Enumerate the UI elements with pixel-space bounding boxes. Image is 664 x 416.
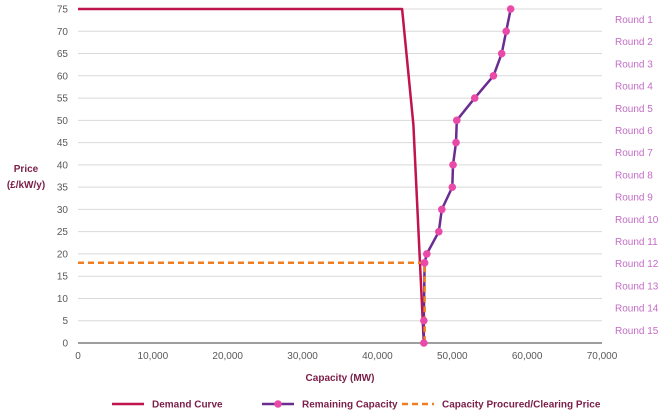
y-tick-label: 50 bbox=[57, 116, 69, 127]
data-point bbox=[502, 27, 510, 36]
round-label: Round 4 bbox=[615, 82, 653, 93]
data-point bbox=[452, 116, 461, 125]
x-axis-label: Capacity (MW) bbox=[306, 373, 375, 384]
y-axis-label-line2: (£/kW/y) bbox=[7, 180, 45, 191]
round-label: Round 1 bbox=[615, 15, 653, 26]
round-label: Round 12 bbox=[615, 259, 659, 270]
data-point bbox=[470, 94, 479, 102]
round-label: Round 2 bbox=[615, 37, 653, 48]
round-label: Round 3 bbox=[615, 59, 653, 70]
y-tick-label: 60 bbox=[57, 71, 69, 82]
round-label: Round 5 bbox=[615, 104, 653, 115]
round-label: Round 15 bbox=[615, 326, 659, 337]
y-tick-label: 35 bbox=[57, 183, 69, 194]
y-tick-label: 55 bbox=[57, 94, 69, 105]
round-labels: Round 1 Round 2 Round 3 Round 4 Round 5 Round… bbox=[615, 15, 659, 337]
data-point bbox=[420, 259, 429, 267]
legend-label: Demand Curve bbox=[152, 400, 223, 411]
y-axis-label-line1: Price bbox=[14, 164, 39, 175]
legend: Demand Curve Remaining Capacity Capacity P… bbox=[112, 400, 601, 411]
y-tick-label: 30 bbox=[57, 205, 69, 216]
round-label: Round 6 bbox=[615, 126, 653, 137]
gridlines bbox=[78, 8, 602, 322]
round-label: Round 7 bbox=[615, 148, 653, 159]
y-tick-label: 75 bbox=[57, 5, 69, 16]
data-point bbox=[449, 161, 457, 169]
x-tick-label: 0 bbox=[75, 351, 81, 362]
y-tick-label: 10 bbox=[57, 294, 69, 305]
y-tick-label: 5 bbox=[62, 316, 68, 327]
series-line bbox=[422, 8, 512, 343]
legend-label: Capacity Procured/Clearing Price bbox=[442, 400, 601, 411]
x-tick-label: 10,000 bbox=[138, 351, 169, 362]
data-point bbox=[435, 227, 443, 236]
round-label: Round 9 bbox=[615, 193, 653, 204]
x-tick-label: 70,000 bbox=[587, 351, 618, 362]
y-tick-label: 0 bbox=[62, 339, 68, 350]
data-point bbox=[448, 183, 457, 191]
data-point bbox=[506, 5, 515, 13]
legend-label: Remaining Capacity bbox=[302, 400, 398, 411]
x-tick-label: 60,000 bbox=[512, 351, 543, 362]
data-point bbox=[420, 316, 428, 325]
x-tick-label: 40,000 bbox=[362, 351, 393, 362]
round-label: Round 13 bbox=[615, 281, 659, 292]
round-label: Round 8 bbox=[615, 170, 653, 181]
data-point bbox=[438, 205, 446, 214]
legend-marker bbox=[274, 400, 282, 408]
y-tick-label: 15 bbox=[57, 272, 69, 283]
data-point bbox=[497, 49, 506, 58]
series-line bbox=[78, 261, 426, 343]
x-tick-label: 20,000 bbox=[212, 351, 243, 362]
x-axis-ticks: 0 10,000 20,000 30,000 40,000 50,000 60,000 70,… bbox=[75, 351, 618, 362]
round-label: Round 14 bbox=[615, 304, 659, 315]
y-tick-label: 70 bbox=[57, 27, 69, 38]
y-tick-label: 25 bbox=[57, 227, 69, 238]
y-tick-label: 65 bbox=[57, 49, 69, 60]
data-point bbox=[452, 138, 460, 147]
y-tick-label: 40 bbox=[57, 160, 69, 171]
round-label: Round 10 bbox=[615, 215, 659, 226]
data-point bbox=[420, 339, 428, 347]
x-tick-label: 30,000 bbox=[287, 351, 318, 362]
data-point bbox=[423, 250, 431, 258]
round-label: Round 11 bbox=[615, 237, 658, 248]
y-tick-label: 45 bbox=[57, 138, 69, 149]
y-axis-ticks: 0 5 10 15 20 25 30 35 40 45 50 55 60 65 70 75 bbox=[57, 5, 69, 350]
data-point bbox=[489, 72, 498, 80]
series-layer bbox=[78, 5, 515, 347]
y-tick-label: 20 bbox=[57, 249, 69, 260]
x-tick-label: 50,000 bbox=[437, 351, 468, 362]
series-line bbox=[78, 7, 426, 344]
